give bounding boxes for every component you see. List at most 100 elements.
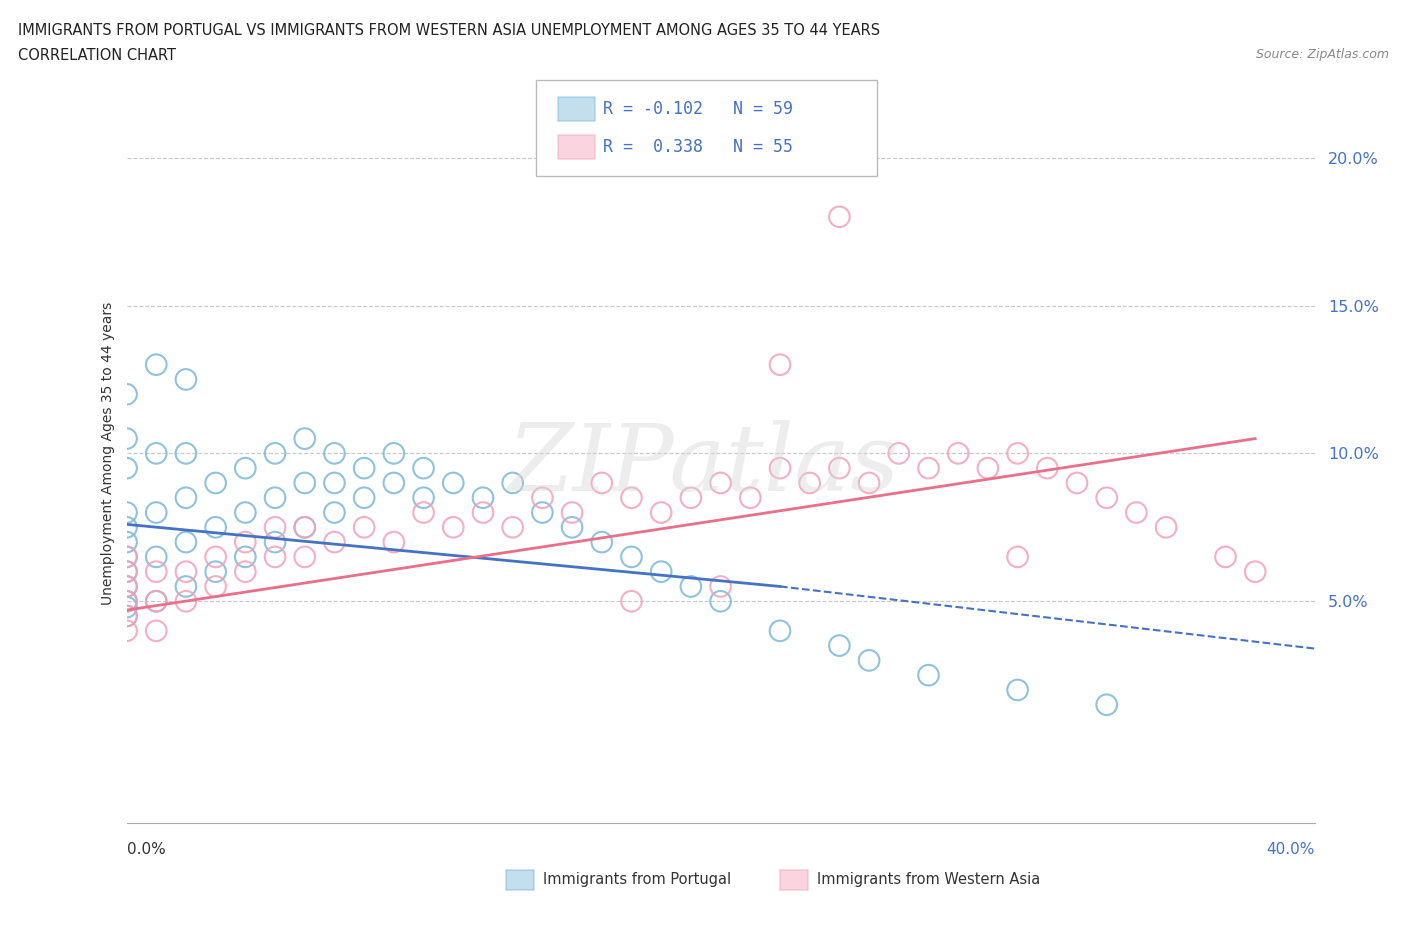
Point [204, 550, 226, 565]
Text: CORRELATION CHART: CORRELATION CHART [18, 48, 176, 63]
Point [828, 460, 851, 475]
Point [115, 550, 138, 565]
Point [145, 505, 167, 520]
Text: 0.0%: 0.0% [127, 842, 166, 857]
Point [709, 579, 731, 594]
Point [294, 432, 316, 446]
Point [679, 490, 702, 505]
Point [115, 505, 138, 520]
Point [115, 608, 138, 623]
Point [382, 475, 405, 490]
Point [145, 565, 167, 579]
Point [917, 668, 939, 683]
Point [502, 520, 524, 535]
Point [561, 520, 583, 535]
Point [531, 505, 554, 520]
Point [264, 445, 287, 460]
Point [145, 445, 167, 460]
Text: R = -0.102   N = 59: R = -0.102 N = 59 [603, 100, 793, 118]
Point [294, 475, 316, 490]
Point [233, 535, 256, 550]
Point [858, 653, 880, 668]
Point [115, 608, 138, 623]
Point [858, 475, 880, 490]
Point [115, 565, 138, 579]
Point [828, 209, 851, 224]
Point [115, 520, 138, 535]
Point [353, 520, 375, 535]
Point [233, 550, 256, 565]
Point [145, 593, 167, 608]
Point [1215, 550, 1237, 565]
Point [115, 432, 138, 446]
Point [650, 565, 672, 579]
Point [561, 505, 583, 520]
Text: ZIPatlas: ZIPatlas [508, 420, 898, 510]
Point [204, 475, 226, 490]
Text: 40.0%: 40.0% [1267, 842, 1315, 857]
Point [709, 593, 731, 608]
Point [412, 460, 434, 475]
Point [294, 520, 316, 535]
Point [115, 550, 138, 565]
Point [977, 460, 1000, 475]
Point [769, 623, 792, 638]
Point [740, 490, 762, 505]
Point [531, 490, 554, 505]
Point [1066, 475, 1088, 490]
Text: Immigrants from Portugal: Immigrants from Portugal [543, 872, 731, 887]
Point [115, 623, 138, 638]
Point [174, 372, 197, 387]
Point [441, 475, 464, 490]
Point [145, 593, 167, 608]
Point [1007, 550, 1029, 565]
Point [115, 593, 138, 608]
Text: Immigrants from Western Asia: Immigrants from Western Asia [817, 872, 1040, 887]
Point [323, 445, 346, 460]
Point [1244, 565, 1267, 579]
Y-axis label: Unemployment Among Ages 35 to 44 years: Unemployment Among Ages 35 to 44 years [101, 301, 115, 605]
Point [174, 445, 197, 460]
Point [174, 490, 197, 505]
Point [828, 638, 851, 653]
Point [1095, 490, 1118, 505]
Point [115, 593, 138, 608]
Point [115, 387, 138, 402]
Point [353, 460, 375, 475]
Point [412, 490, 434, 505]
Point [502, 475, 524, 490]
Point [174, 535, 197, 550]
Point [204, 579, 226, 594]
Point [294, 550, 316, 565]
Point [145, 623, 167, 638]
Point [471, 505, 495, 520]
Point [264, 520, 287, 535]
Point [264, 535, 287, 550]
Point [115, 460, 138, 475]
Point [1125, 505, 1147, 520]
Point [115, 579, 138, 594]
Point [323, 475, 346, 490]
Point [620, 593, 643, 608]
Point [204, 520, 226, 535]
Point [204, 565, 226, 579]
Point [917, 460, 939, 475]
Point [887, 445, 910, 460]
Point [1154, 520, 1177, 535]
Point [115, 600, 138, 615]
Point [233, 505, 256, 520]
Text: IMMIGRANTS FROM PORTUGAL VS IMMIGRANTS FROM WESTERN ASIA UNEMPLOYMENT AMONG AGES: IMMIGRANTS FROM PORTUGAL VS IMMIGRANTS F… [18, 23, 880, 38]
Point [591, 535, 613, 550]
Point [323, 535, 346, 550]
Point [382, 445, 405, 460]
Point [323, 505, 346, 520]
Point [1095, 698, 1118, 712]
Point [948, 445, 970, 460]
Point [264, 550, 287, 565]
Point [412, 505, 434, 520]
Text: R =  0.338   N = 55: R = 0.338 N = 55 [603, 138, 793, 156]
Point [650, 505, 672, 520]
Point [145, 550, 167, 565]
Point [1007, 683, 1029, 698]
Point [769, 460, 792, 475]
